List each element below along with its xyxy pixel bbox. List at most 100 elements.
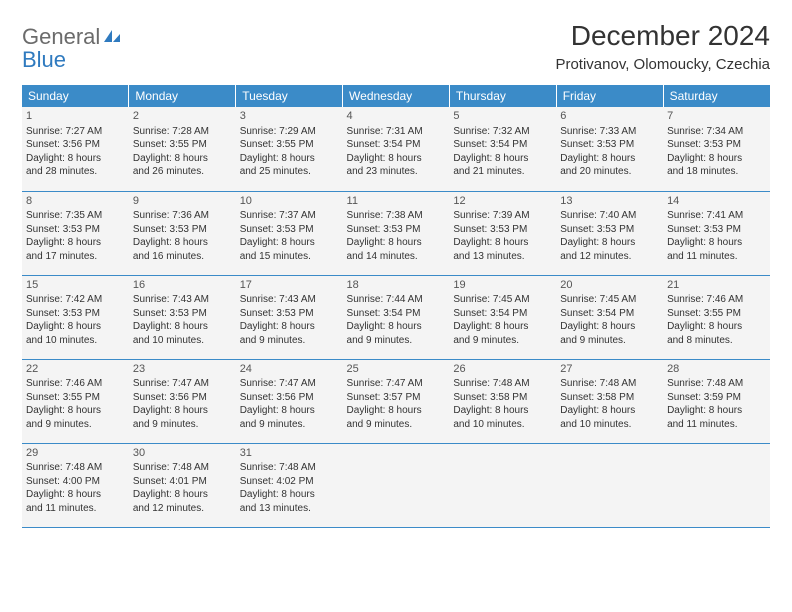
daylight-text: Daylight: 8 hours [560,404,659,418]
day-cell: 9Sunrise: 7:36 AMSunset: 3:53 PMDaylight… [129,191,236,275]
daylight-text: Daylight: 8 hours [26,404,125,418]
month-title: December 2024 [555,20,770,52]
daylight-text: and 9 minutes. [347,334,446,348]
empty-cell [449,443,556,527]
sunrise-text: Sunrise: 7:48 AM [240,461,339,475]
day-number: 18 [347,278,446,293]
daylight-text: and 12 minutes. [560,250,659,264]
daylight-text: Daylight: 8 hours [667,404,766,418]
week-row: 29 Sunrise: 7:48 AM Sunset: 4:00 PM Dayligh… [22,443,770,527]
sunset-text: Sunset: 3:53 PM [667,138,766,152]
day-cell: 23Sunrise: 7:47 AMSunset: 3:56 PMDayligh… [129,359,236,443]
daylight-text: Daylight: 8 hours [667,320,766,334]
daylight-text: and 17 minutes. [26,250,125,264]
sunset-text: Sunset: 3:56 PM [240,391,339,405]
daylight-text: and 18 minutes. [667,165,766,179]
daylight-text: and 15 minutes. [240,250,339,264]
day-cell: 15Sunrise: 7:42 AMSunset: 3:53 PMDayligh… [22,275,129,359]
day-header: Saturday [663,85,770,107]
calendar-body: 1Sunrise: 7:27 AMSunset: 3:56 PMDaylight… [22,107,770,527]
daylight-text: and 11 minutes. [26,502,125,516]
day-cell: 22Sunrise: 7:46 AMSunset: 3:55 PMDayligh… [22,359,129,443]
daylight-text: and 9 minutes. [26,418,125,432]
day-number: 9 [133,194,232,209]
day-cell: 19Sunrise: 7:45 AMSunset: 3:54 PMDayligh… [449,275,556,359]
day-header: Thursday [449,85,556,107]
day-cell: 6Sunrise: 7:33 AMSunset: 3:53 PMDaylight… [556,107,663,191]
day-cell: 4Sunrise: 7:31 AMSunset: 3:54 PMDaylight… [343,107,450,191]
daylight-text: and 10 minutes. [453,418,552,432]
daylight-text: Daylight: 8 hours [240,488,339,502]
title-block: December 2024 Protivanov, Olomoucky, Cze… [555,20,770,73]
day-cell: 16Sunrise: 7:43 AMSunset: 3:53 PMDayligh… [129,275,236,359]
daylight-text: and 9 minutes. [453,334,552,348]
sunrise-text: Sunrise: 7:48 AM [667,377,766,391]
logo-text-blue: Blue [22,47,66,72]
daylight-text: and 9 minutes. [240,334,339,348]
day-number: 4 [347,109,446,124]
daylight-text: and 13 minutes. [453,250,552,264]
day-header: Friday [556,85,663,107]
day-cell: 10Sunrise: 7:37 AMSunset: 3:53 PMDayligh… [236,191,343,275]
daylight-text: Daylight: 8 hours [560,320,659,334]
calendar-table: SundayMondayTuesdayWednesdayThursdayFrid… [22,85,770,528]
sunset-text: Sunset: 4:02 PM [240,475,339,489]
day-number: 7 [667,109,766,124]
week-row: 1Sunrise: 7:27 AMSunset: 3:56 PMDaylight… [22,107,770,191]
daylight-text: and 8 minutes. [667,334,766,348]
sunrise-text: Sunrise: 7:33 AM [560,125,659,139]
daylight-text: and 28 minutes. [26,165,125,179]
daylight-text: Daylight: 8 hours [240,152,339,166]
sunset-text: Sunset: 3:53 PM [560,138,659,152]
daylight-text: Daylight: 8 hours [133,236,232,250]
daylight-text: Daylight: 8 hours [133,488,232,502]
daylight-text: and 10 minutes. [560,418,659,432]
day-header: Monday [129,85,236,107]
daylight-text: Daylight: 8 hours [240,404,339,418]
sunrise-text: Sunrise: 7:42 AM [26,293,125,307]
sunset-text: Sunset: 3:53 PM [133,223,232,237]
day-number: 8 [26,194,125,209]
daylight-text: Daylight: 8 hours [453,152,552,166]
daylight-text: Daylight: 8 hours [453,320,552,334]
sunset-text: Sunset: 3:53 PM [347,223,446,237]
sunrise-text: Sunrise: 7:31 AM [347,125,446,139]
week-row: 8Sunrise: 7:35 AMSunset: 3:53 PMDaylight… [22,191,770,275]
sunrise-text: Sunrise: 7:46 AM [667,293,766,307]
day-cell: 13Sunrise: 7:40 AMSunset: 3:53 PMDayligh… [556,191,663,275]
daylight-text: and 10 minutes. [26,334,125,348]
day-header: Wednesday [343,85,450,107]
day-cell: 28Sunrise: 7:48 AMSunset: 3:59 PMDayligh… [663,359,770,443]
day-number: 12 [453,194,552,209]
daylight-text: Daylight: 8 hours [26,236,125,250]
day-cell: 17Sunrise: 7:43 AMSunset: 3:53 PMDayligh… [236,275,343,359]
day-cell: 11Sunrise: 7:38 AMSunset: 3:53 PMDayligh… [343,191,450,275]
sunset-text: Sunset: 3:58 PM [560,391,659,405]
day-cell: 14Sunrise: 7:41 AMSunset: 3:53 PMDayligh… [663,191,770,275]
sunrise-text: Sunrise: 7:48 AM [560,377,659,391]
day-number: 29 [26,446,125,461]
sunset-text: Sunset: 3:54 PM [560,307,659,321]
sunset-text: Sunset: 4:00 PM [26,475,125,489]
daylight-text: and 23 minutes. [347,165,446,179]
day-cell: 31Sunrise: 7:48 AMSunset: 4:02 PMDayligh… [236,443,343,527]
day-number: 30 [133,446,232,461]
day-number: 6 [560,109,659,124]
day-number: 17 [240,278,339,293]
day-cell: 1Sunrise: 7:27 AMSunset: 3:56 PMDaylight… [22,107,129,191]
sunrise-text: Sunrise: 7:34 AM [667,125,766,139]
day-number: 22 [26,362,125,377]
sunrise-text: Sunrise: 7:45 AM [560,293,659,307]
sunrise-text: Sunrise: 7:29 AM [240,125,339,139]
daylight-text: Daylight: 8 hours [560,152,659,166]
sunset-text: Sunset: 3:53 PM [240,223,339,237]
day-number: 15 [26,278,125,293]
sunset-text: Sunset: 3:53 PM [667,223,766,237]
day-number: 3 [240,109,339,124]
daylight-text: Daylight: 8 hours [560,236,659,250]
sunrise-text: Sunrise: 7:27 AM [26,125,125,139]
sunset-text: Sunset: 3:54 PM [347,138,446,152]
day-number: 16 [133,278,232,293]
daylight-text: Daylight: 8 hours [453,404,552,418]
daylight-text: Daylight: 8 hours [347,236,446,250]
